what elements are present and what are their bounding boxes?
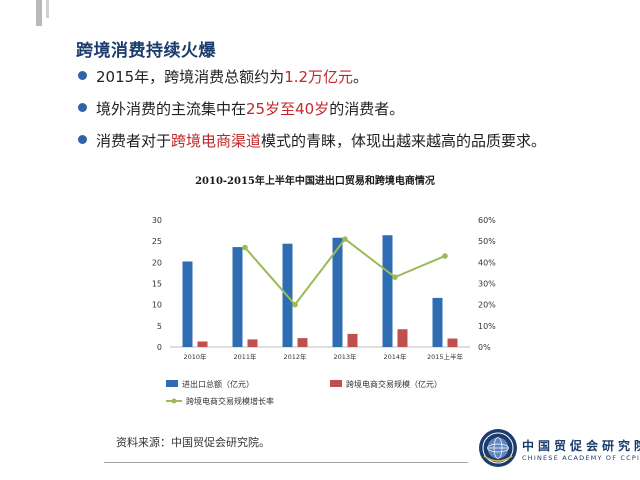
growth-rate-point bbox=[342, 236, 348, 242]
y-right-tick-label: 60% bbox=[478, 216, 496, 225]
bar-trade bbox=[382, 235, 393, 347]
bullet-text: 2015年，跨境消费总额约为1.2万亿元。 bbox=[96, 66, 368, 87]
footer-divider bbox=[104, 462, 468, 463]
growth-rate-line bbox=[244, 237, 446, 307]
bullet-highlight: 跨境电商渠道 bbox=[171, 132, 262, 150]
y-left-tick-label: 0 bbox=[157, 343, 162, 352]
x-tick-label: 2013年 bbox=[333, 352, 357, 361]
y-left-tick-label: 10 bbox=[152, 301, 162, 310]
y-left-tick-label: 15 bbox=[152, 280, 162, 289]
bar-ecommerce bbox=[297, 338, 308, 347]
bullet-dot-icon bbox=[78, 71, 87, 80]
chart-container: 2010-2015年上半年中国进出口贸易和跨境电商情况 0 5 10 15 20 25 30 0… bbox=[130, 172, 500, 422]
y-right-tick-label: 40% bbox=[478, 258, 496, 267]
x-tick-label: 2015上半年 bbox=[427, 352, 464, 361]
y-right-tick-label: 0% bbox=[478, 343, 491, 352]
bar-ecommerce bbox=[247, 339, 258, 347]
bar-ecommerce bbox=[397, 329, 408, 347]
ccpit-logo-icon bbox=[479, 429, 517, 467]
legend-swatch-trade bbox=[166, 380, 178, 387]
bullet-text-post: 。 bbox=[353, 68, 369, 86]
x-tick-label: 2011年 bbox=[233, 352, 257, 361]
bullet-text: 境外消费的主流集中在25岁至40岁的消费者。 bbox=[96, 98, 404, 119]
org-name-en: CHINESE ACADEMY OF CCPIT bbox=[522, 454, 640, 462]
x-tick-label: 2012年 bbox=[283, 352, 307, 361]
legend-label-ecommerce: 跨境电商交易规模（亿元） bbox=[346, 379, 442, 389]
bullet-text: 消费者对于跨境电商渠道模式的青睐，体现出越来越高的品质要求。 bbox=[96, 130, 546, 151]
bullet-text-post: 模式的青睐，体现出越来越高的品质要求。 bbox=[261, 132, 547, 150]
legend-label-growth: 跨境电商交易规模增长率 bbox=[186, 396, 274, 406]
legend-label-trade: 进出口总额（亿元） bbox=[182, 379, 254, 389]
y-right-tick-label: 30% bbox=[478, 280, 496, 289]
y-left-tick-label: 20 bbox=[152, 258, 162, 267]
bullet-text-pre: 消费者对于 bbox=[96, 132, 172, 150]
bar-trade bbox=[232, 247, 243, 347]
bar-trade bbox=[182, 261, 193, 347]
legend-swatch-ecommerce bbox=[330, 380, 342, 387]
bar-ecommerce bbox=[447, 338, 458, 347]
bullet-text-post: 的消费者。 bbox=[329, 100, 405, 118]
growth-rate-point bbox=[392, 274, 398, 280]
growth-rate-point bbox=[292, 301, 298, 308]
slide-title: 跨境消费持续火爆 bbox=[76, 41, 216, 61]
y-left-tick-label: 5 bbox=[157, 322, 162, 331]
decor-bar bbox=[36, 0, 42, 26]
decor-bar-thin bbox=[46, 0, 49, 18]
y-right-tick-label: 50% bbox=[478, 237, 496, 246]
bar-trade bbox=[332, 237, 343, 347]
bar-ecommerce bbox=[197, 341, 208, 347]
source-note: 资料来源：中国贸促会研究院。 bbox=[116, 436, 270, 449]
y-left-tick-label: 25 bbox=[152, 237, 162, 246]
y-right-tick-label: 20% bbox=[478, 301, 496, 310]
bullet-highlight: 1.2万亿元 bbox=[284, 68, 354, 86]
bullet-highlight: 25岁至40岁 bbox=[246, 100, 330, 118]
bar-ecommerce bbox=[347, 333, 358, 347]
bar-trade bbox=[432, 297, 443, 347]
legend-marker-growth bbox=[171, 398, 177, 404]
org-name-cn: 中国贸促会研究院 bbox=[522, 439, 640, 453]
chart-title: 2010-2015年上半年中国进出口贸易和跨境电商情况 bbox=[195, 174, 435, 187]
growth-rate-point bbox=[442, 253, 448, 259]
bullet-text-pre: 境外消费的主流集中在 bbox=[96, 100, 247, 118]
trade-ecommerce-chart: 2010-2015年上半年中国进出口贸易和跨境电商情况 0 5 10 15 20 25 30 0… bbox=[152, 174, 496, 406]
y-right-tick-label: 10% bbox=[478, 322, 496, 331]
y-left-tick-label: 30 bbox=[152, 216, 162, 225]
bullet-dot-icon bbox=[78, 135, 87, 144]
bullet-dot-icon bbox=[78, 103, 87, 112]
x-tick-label: 2010年 bbox=[183, 352, 207, 361]
growth-rate-point bbox=[242, 244, 248, 251]
x-tick-label: 2014年 bbox=[383, 352, 407, 361]
bullet-text-pre: 2015年，跨境消费总额约为 bbox=[96, 68, 285, 86]
